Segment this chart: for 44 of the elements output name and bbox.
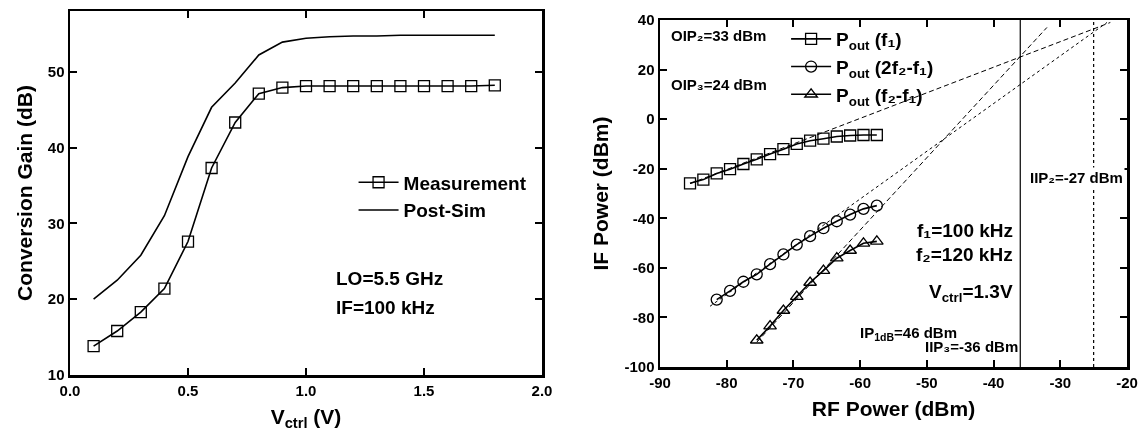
y-axis-title: IF Power (dBm) (589, 116, 613, 271)
annotation: LO=5.5 GHz (336, 268, 444, 289)
y-tick-label: -100 (624, 358, 655, 376)
legend-label: Post-Sim (403, 200, 486, 222)
legend-label: P$_{out}$ (2f₂-f₁) (836, 56, 934, 81)
x-tick-label: -40 (982, 373, 1005, 391)
legend-label: P$_{out}$ (f₁) (836, 29, 902, 54)
y-tick-label: 40 (637, 11, 655, 29)
x-tick-label: -70 (782, 373, 805, 391)
y-axis-title: Conversion Gain (dB) (12, 85, 36, 301)
annotation: IF=100 kHz (336, 297, 435, 318)
x-axis-title: V$_{ctrl}$ (V) (270, 404, 342, 432)
annotation: OIP₂=33 dBm (671, 27, 767, 44)
annotation: f₁=100 kHz (917, 220, 1014, 241)
x-tick-label: -90 (649, 373, 671, 391)
y-tick-label: 0 (646, 110, 655, 128)
y-tick-label: 10 (47, 366, 65, 384)
x-tick-label: -80 (715, 373, 738, 391)
y-tick-label: -80 (632, 308, 655, 326)
y-tick-label: 20 (637, 60, 655, 78)
ref-line-label: IIP₃=-36 dBm (925, 338, 1019, 355)
y-tick-label: 20 (47, 290, 65, 308)
annotation: OIP₃=24 dBm (671, 76, 767, 93)
x-tick-label: -60 (849, 373, 871, 391)
y-tick-label: 50 (47, 62, 65, 80)
y-tick-label: -60 (632, 259, 655, 277)
y-tick-label: -40 (632, 209, 655, 227)
x-tick-label: 0.0 (59, 381, 81, 399)
annotation: f₂=120 kHz (916, 244, 1013, 265)
annotation: V$_{ctrl}$=1.3V (929, 281, 1013, 305)
x-tick-label: -50 (916, 373, 938, 391)
x-tick-label: 2.0 (531, 381, 553, 399)
x-tick-label: 0.5 (177, 381, 199, 399)
y-tick-label: -20 (632, 159, 655, 177)
legend-label: Measurement (403, 172, 527, 194)
y-tick-label: 30 (47, 214, 65, 232)
annotation: IIP₂=-27 dBm (1030, 169, 1123, 186)
x-tick-label: 1.0 (295, 381, 317, 399)
legend-label: P$_{out}$ (f₂-f₁) (836, 84, 923, 109)
x-tick-label: -20 (1116, 373, 1138, 391)
x-axis-title: RF Power (dBm) (811, 396, 976, 420)
y-tick-label: 40 (47, 138, 65, 156)
x-tick-label: -30 (1049, 373, 1072, 391)
x-tick-label: 1.5 (413, 381, 435, 399)
